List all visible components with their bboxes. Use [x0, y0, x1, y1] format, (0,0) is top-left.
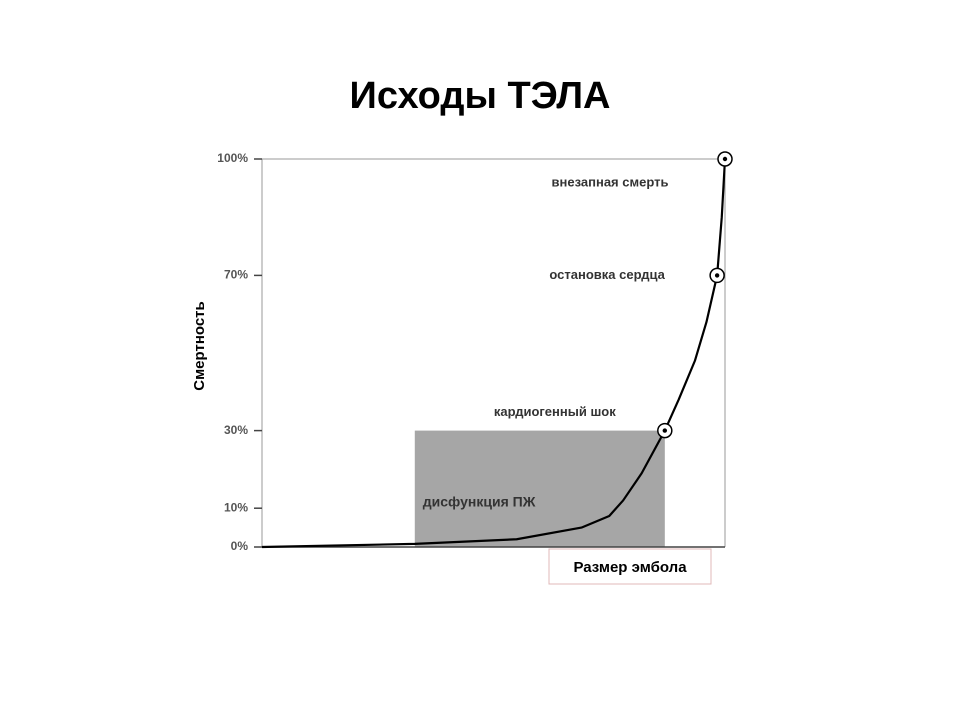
y-tick-label: 0%	[231, 539, 249, 553]
y-axis-label: Смертность	[191, 301, 208, 391]
y-tick-label: 100%	[217, 151, 248, 165]
x-axis-label: Размер эмбола	[573, 559, 687, 576]
annotation-marker-dot	[714, 273, 720, 278]
region-label: дисфункция ПЖ	[423, 494, 536, 510]
curve	[261, 158, 727, 549]
annotation-marker-dot	[662, 428, 668, 433]
y-tick-label: 10%	[224, 500, 248, 514]
slide-title: Исходы ТЭЛА	[350, 75, 611, 117]
y-tick-label: 70%	[224, 268, 248, 282]
annotation-label: остановка сердца	[549, 267, 665, 282]
annotation-label: кардиогенный шок	[494, 404, 616, 419]
annotation-marker-dot	[722, 156, 728, 162]
annotation-label: внезапная смерть	[552, 174, 669, 189]
y-tick-label: 30%	[224, 423, 248, 437]
x-label-box	[548, 548, 712, 585]
region	[414, 430, 665, 547]
